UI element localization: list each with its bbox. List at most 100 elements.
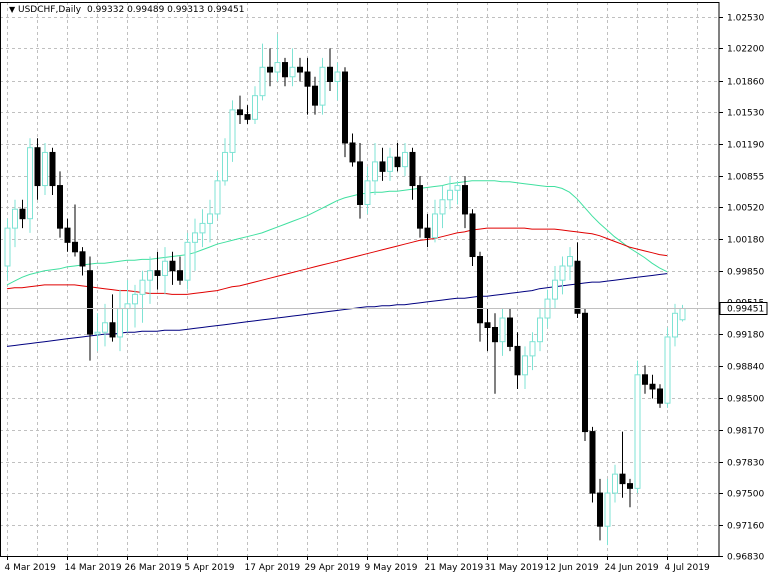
- candle-bearish: [282, 57, 288, 87]
- candle-bearish: [19, 199, 26, 229]
- candle-body: [574, 260, 581, 314]
- candle-body: [289, 66, 296, 78]
- candle-bullish: [567, 247, 573, 281]
- candle-bearish: [297, 57, 303, 82]
- y-tick-label: 1.01190: [727, 141, 764, 151]
- chart-header-marker-icon: ▼: [9, 5, 16, 14]
- y-tick-label: 0.98170: [727, 427, 764, 437]
- candle-body: [252, 95, 258, 120]
- candle-bullish: [192, 218, 198, 271]
- chart-frame: [0, 2, 720, 557]
- x-tick-label: 24 Jun 2019: [605, 563, 659, 573]
- y-tick-label: 1.02530: [727, 14, 764, 24]
- candle-body: [597, 492, 603, 527]
- candle-body: [334, 71, 341, 82]
- ohlc-readout: 0.99332 0.99489 0.99313 0.99451: [87, 5, 244, 15]
- candle-bullish: [364, 166, 371, 214]
- candle-body: [87, 270, 93, 335]
- candle-bearish: [57, 171, 63, 238]
- candle-bullish: [612, 464, 618, 503]
- candle-body: [364, 180, 371, 205]
- candle-body: [567, 256, 573, 267]
- candle-body: [109, 322, 116, 338]
- candle-bearish: [597, 478, 603, 541]
- candle-body: [559, 265, 566, 281]
- candle-bearish: [109, 294, 116, 342]
- candle-body: [154, 270, 161, 276]
- candle-body: [627, 483, 633, 489]
- candle-body: [117, 308, 123, 338]
- candle-bearish: [72, 204, 78, 257]
- candle-body: [529, 341, 536, 357]
- y-tick-label: 1.02200: [727, 45, 764, 55]
- candle-bearish: [244, 105, 251, 125]
- candle-body: [282, 62, 288, 78]
- candle-bullish: [147, 256, 153, 304]
- candle-bullish: [664, 327, 671, 408]
- candle-body: [162, 260, 168, 276]
- candle-bullish: [552, 265, 558, 309]
- candle-bullish: [319, 57, 326, 115]
- candle-bullish: [139, 270, 146, 323]
- y-tick-label: 0.96830: [727, 553, 764, 563]
- moving-average-line: [6, 227, 668, 295]
- candle-body: [649, 383, 656, 390]
- candle-bearish: [417, 176, 423, 238]
- candle-body: [79, 251, 86, 267]
- time-axis[interactable]: 4 Mar 2019 14 Mar 2019 26 Mar 2019 5 Apr 20…: [5, 556, 710, 573]
- candle-bullish: [42, 142, 48, 196]
- candle-body: [312, 85, 318, 106]
- candle-body: [514, 345, 521, 376]
- y-tick-label: 0.97830: [727, 459, 764, 469]
- candle-body: [357, 161, 363, 205]
- candle-body: [177, 270, 183, 281]
- candle-body: [664, 336, 671, 404]
- candle-body: [132, 293, 138, 305]
- candle-body: [447, 189, 453, 201]
- x-tick-label: 29 Apr 2019: [305, 563, 361, 573]
- moving-average-line: [6, 180, 668, 286]
- candle-bullish: [372, 142, 378, 196]
- x-tick-label: 4 Mar 2019: [5, 563, 57, 573]
- candle-body: [372, 161, 378, 182]
- candle-bearish: [312, 76, 318, 115]
- candle-bearish: [507, 308, 513, 352]
- candle-bearish: [589, 426, 596, 503]
- y-tick-label: 0.98500: [727, 395, 764, 405]
- y-tick-label: 0.97500: [727, 490, 764, 500]
- price-axis[interactable]: 1.02530 1.02200 1.01860 1.01530 1.01190 1.008…: [719, 14, 768, 563]
- candle-bullish: [289, 48, 296, 87]
- candle-bearish: [177, 256, 183, 285]
- candle-body: [462, 185, 468, 215]
- candle-body: [124, 303, 131, 310]
- candle-bearish: [64, 218, 71, 252]
- candle-body: [477, 256, 483, 324]
- candle-bearish: [582, 308, 588, 442]
- candle-body: [469, 213, 476, 258]
- candle-body: [499, 317, 506, 343]
- candle-body: [484, 322, 491, 328]
- candle-body: [492, 326, 498, 343]
- candle-bullish: [252, 86, 258, 125]
- candle-bullish: [4, 218, 11, 281]
- x-tick-label: 5 Apr 2019: [185, 563, 235, 573]
- candle-bullish: [447, 176, 453, 210]
- x-tick-label: 14 Mar 2019: [65, 563, 122, 573]
- candle-body: [319, 66, 326, 106]
- candle-bearish: [469, 209, 476, 266]
- x-tick-label: 26 Mar 2019: [125, 563, 182, 573]
- candle-body: [604, 492, 611, 527]
- candle-bullish: [199, 209, 206, 248]
- candle-bearish: [79, 247, 86, 276]
- candle-body: [454, 185, 461, 191]
- x-tick-label: 9 May 2019: [365, 563, 418, 573]
- current-price-label: 0.99451: [727, 305, 764, 315]
- candle-body: [642, 374, 648, 385]
- candle-bearish: [649, 374, 656, 399]
- candle-bullish: [432, 199, 438, 243]
- candle-body: [402, 151, 408, 168]
- candle-body: [27, 147, 33, 220]
- candle-bullish: [102, 303, 108, 347]
